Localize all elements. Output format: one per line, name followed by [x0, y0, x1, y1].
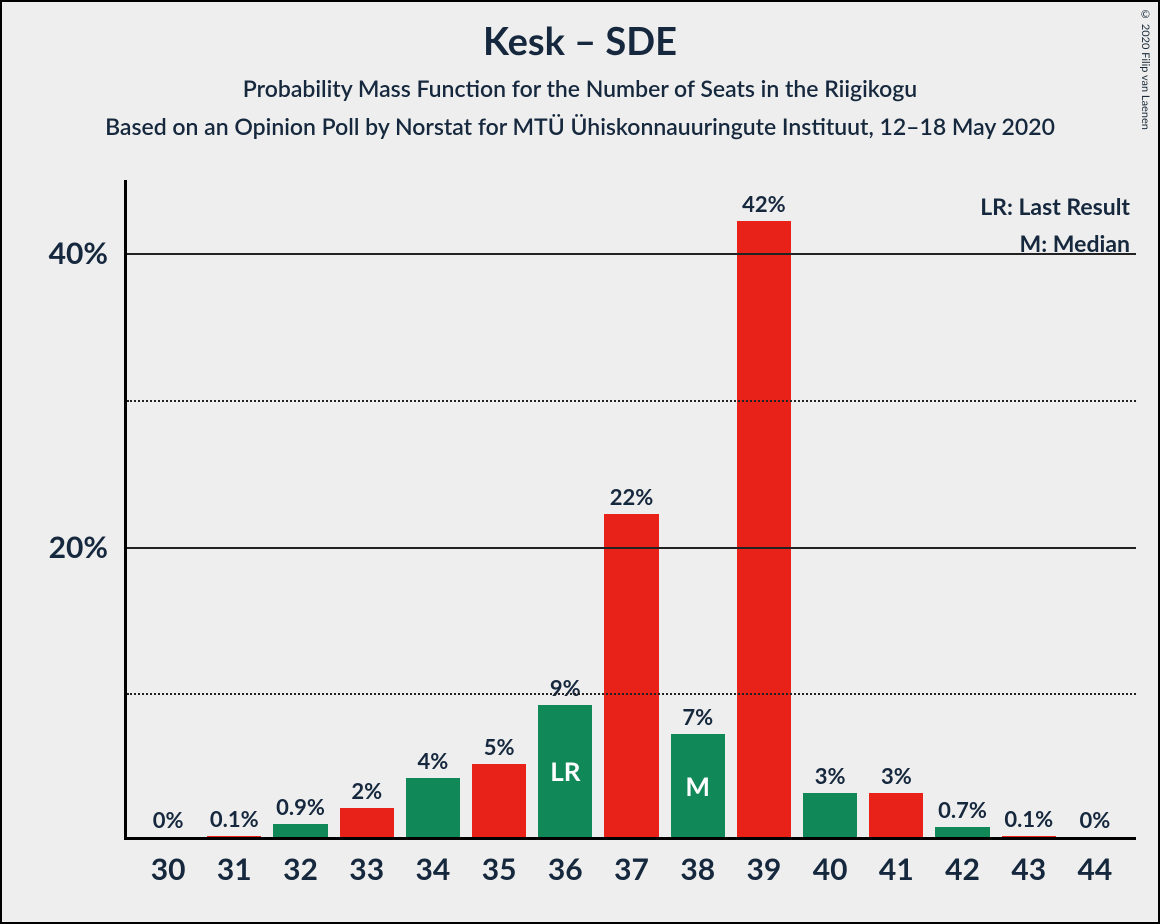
gridline [127, 400, 1136, 402]
y-axis-label: 40% [49, 235, 108, 271]
bar-slot: 0.7%42 [929, 180, 995, 837]
chart-subtitle-2: Based on an Opinion Poll by Norstat for … [2, 102, 1158, 140]
bar-value-label: 3% [881, 762, 912, 789]
bar-slot: 22%37 [598, 180, 664, 837]
copyright-text: © 2020 Filip van Laenen [1139, 8, 1152, 130]
bar-value-label: 0.9% [276, 793, 325, 820]
bar [273, 824, 327, 837]
x-axis-label: 31 [217, 851, 252, 887]
gridline [127, 547, 1136, 549]
bar-value-label: 5% [484, 733, 515, 760]
bar [604, 514, 658, 837]
x-axis-label: 35 [482, 851, 517, 887]
bar-slot: 4%34 [400, 180, 466, 837]
bar-value-label: 0% [153, 806, 184, 833]
bar-inner-label: M [685, 770, 710, 802]
bar-slot: 9%LR36 [532, 180, 598, 837]
x-axis-label: 37 [614, 851, 649, 887]
bar-value-label: 3% [815, 762, 846, 789]
bars-group: 0%300.1%310.9%322%334%345%359%LR3622%377… [127, 180, 1136, 837]
bar-value-label: 0.1% [1004, 805, 1053, 832]
bar-slot: 42%39 [731, 180, 797, 837]
chart-title: Kesk – SDE [2, 2, 1158, 64]
bar-slot: 0.1%43 [996, 180, 1062, 837]
chart-container: © 2020 Filip van Laenen Kesk – SDE Proba… [0, 0, 1160, 924]
bar-slot: 5%35 [466, 180, 532, 837]
x-axis-label: 43 [1011, 851, 1046, 887]
x-axis-label: 30 [151, 851, 186, 887]
x-axis-label: 40 [813, 851, 848, 887]
bar-value-label: 2% [351, 777, 382, 804]
bar [935, 827, 989, 837]
bar-value-label: 0.7% [938, 796, 987, 823]
bar-slot: 0%30 [135, 180, 201, 837]
x-axis-label: 34 [416, 851, 451, 887]
x-axis-label: 33 [349, 851, 384, 887]
title-block: Kesk – SDE Probability Mass Function for… [2, 2, 1158, 140]
bar [406, 778, 460, 837]
bar [1002, 836, 1056, 837]
bar-slot: 7%M38 [665, 180, 731, 837]
bar: M [671, 734, 725, 837]
bar-value-label: 9% [550, 674, 581, 701]
x-axis-label: 42 [945, 851, 980, 887]
bar-value-label: 0.1% [210, 805, 259, 832]
chart-subtitle-1: Probability Mass Function for the Number… [2, 64, 1158, 102]
bar [737, 221, 791, 837]
x-axis-label: 44 [1078, 851, 1113, 887]
bar-slot: 3%41 [863, 180, 929, 837]
bar-value-label: 42% [742, 190, 786, 217]
bar-slot: 3%40 [797, 180, 863, 837]
x-axis-label: 38 [680, 851, 715, 887]
bar [340, 808, 394, 837]
plot-area: 0%300.1%310.9%322%334%345%359%LR3622%377… [124, 180, 1136, 840]
bar-inner-label: LR [550, 755, 580, 787]
x-axis-label: 39 [747, 851, 782, 887]
bar [207, 836, 261, 837]
x-axis-label: 36 [548, 851, 583, 887]
bar [869, 793, 923, 837]
bar [472, 764, 526, 837]
bar: LR [538, 705, 592, 837]
y-axis-label: 20% [49, 529, 108, 565]
bar-slot: 0.9%32 [267, 180, 333, 837]
bar-slot: 0%44 [1062, 180, 1128, 837]
bar-value-label: 7% [682, 703, 713, 730]
bar-value-label: 22% [610, 483, 654, 510]
x-axis-label: 41 [879, 851, 914, 887]
gridline [127, 693, 1136, 695]
bar-value-label: 4% [418, 747, 449, 774]
bar-slot: 0.1%31 [201, 180, 267, 837]
gridline [127, 253, 1136, 255]
bar-slot: 2%33 [334, 180, 400, 837]
x-axis-label: 32 [283, 851, 318, 887]
bar-value-label: 0% [1080, 806, 1111, 833]
bar [803, 793, 857, 837]
